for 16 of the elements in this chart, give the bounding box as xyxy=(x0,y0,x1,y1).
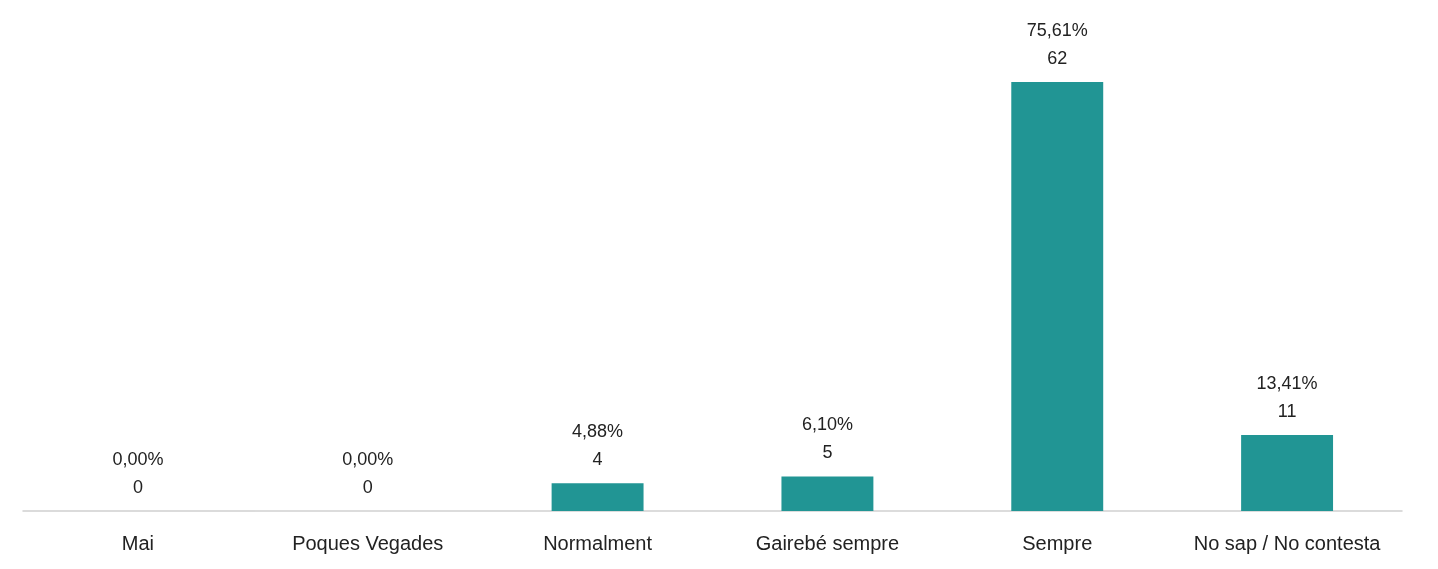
bar xyxy=(1011,82,1104,511)
data-label: 0,00% 0 xyxy=(112,449,164,497)
data-label: 0,00% 0 xyxy=(342,449,394,497)
x-tick-label: Normalment xyxy=(543,532,653,554)
data-label: 4,88% 4 xyxy=(572,421,624,470)
x-tick-label: Mai xyxy=(121,532,155,554)
x-tick-label: Poques Vegades xyxy=(292,532,444,554)
data-label: 6,10% 5 xyxy=(801,414,853,463)
x-tick-label: Gairebé sempre xyxy=(755,532,900,554)
bar xyxy=(781,476,874,511)
data-label: 75,61% 62 xyxy=(1026,20,1088,68)
bar xyxy=(1241,434,1334,511)
bar xyxy=(551,483,644,511)
data-label: 13,41% 11 xyxy=(1256,372,1318,421)
x-tick-label: Sempre xyxy=(1022,532,1093,554)
x-tick-label: No sap / No contesta xyxy=(1193,532,1382,554)
